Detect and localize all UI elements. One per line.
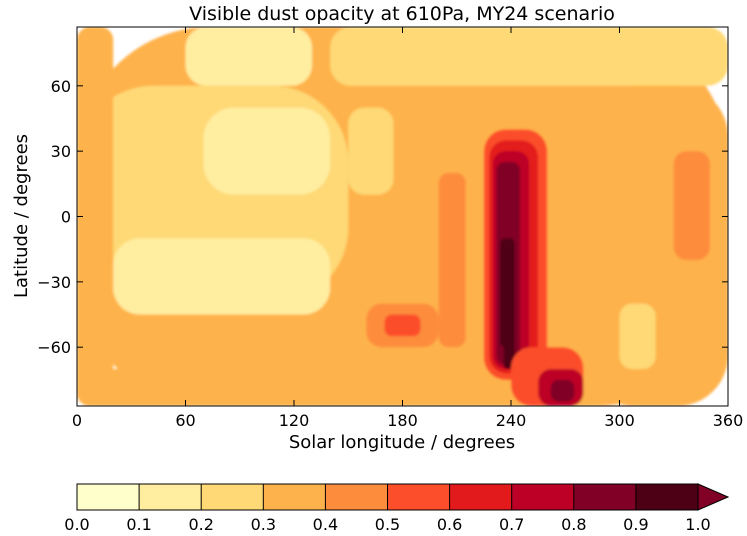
chart-title: Visible dust opacity at 610Pa, MY24 scen…	[189, 3, 615, 25]
colorbar-extend-arrow	[697, 483, 730, 511]
heatmap-region	[77, 368, 313, 406]
y-tick-label: 0	[61, 208, 71, 227]
heatmap-field	[77, 27, 728, 406]
y-tick-label: 60	[51, 77, 71, 96]
colorbar-tick-label: 0.7	[499, 515, 524, 534]
heatmap-region	[438, 172, 466, 348]
y-tick-label: −60	[37, 338, 71, 357]
heatmap-region	[113, 238, 331, 315]
x-tick-label: 60	[175, 411, 195, 430]
colorbar-tick-label: 0.4	[313, 515, 338, 534]
colorbar-segment	[635, 484, 698, 510]
y-tick-label: 30	[51, 142, 71, 161]
colorbar-tick-label: 0.5	[375, 515, 400, 534]
colorbar-tick-label: 0.3	[251, 515, 276, 534]
x-tick-label: 300	[604, 411, 635, 430]
colorbar-segment	[511, 484, 574, 510]
colorbar-tick-label: 0.9	[623, 515, 648, 534]
heatmap-region	[673, 151, 710, 261]
heatmap-region	[203, 107, 331, 195]
heatmap-region	[348, 107, 394, 195]
colorbar-tick-label: 0.1	[126, 515, 151, 534]
x-tick-label: 0	[72, 411, 82, 430]
colorbar-segment	[139, 484, 202, 510]
heatmap-region	[384, 314, 421, 337]
colorbar-segment	[325, 484, 388, 510]
x-tick-label: 240	[496, 411, 527, 430]
colorbar-segment	[449, 484, 512, 510]
heatmap-region	[503, 336, 515, 369]
colorbar-segment	[263, 484, 326, 510]
x-tick-label: 360	[713, 411, 744, 430]
heatmap-region	[185, 27, 313, 86]
x-tick-label: 180	[387, 411, 418, 430]
y-axis-title: Latitude / degrees	[11, 134, 32, 298]
colorbar-tick-label: 0.6	[437, 515, 462, 534]
x-tick-label: 120	[279, 411, 310, 430]
heatmap-region	[500, 238, 515, 348]
x-axis: 0 60 120 180 240 300 360	[72, 27, 743, 430]
heatmap-region	[77, 27, 114, 406]
y-tick-label: −30	[37, 273, 71, 292]
x-axis-title: Solar longitude / degrees	[289, 432, 515, 453]
colorbar-segment	[387, 484, 450, 510]
colorbar-tick-label: 0.2	[188, 515, 213, 534]
y-axis: 60 30 0 −30 −60	[37, 77, 728, 357]
colorbar: 0.0 0.1 0.2 0.3 0.4 0.5 0.6 0.7 0.8 0.9 1.0	[64, 483, 730, 534]
colorbar-tick-label: 0.8	[561, 515, 586, 534]
heatmap-region	[619, 303, 656, 369]
colorbar-segment	[77, 484, 140, 510]
colorbar-segment	[573, 484, 636, 510]
plot-area	[77, 27, 728, 406]
colorbar-tick-label: 0.0	[64, 515, 89, 534]
heatmap-region	[330, 27, 728, 86]
heatmap-region	[550, 379, 575, 402]
colorbar-segment	[201, 484, 264, 510]
colorbar-tick-label: 1.0	[685, 515, 710, 534]
